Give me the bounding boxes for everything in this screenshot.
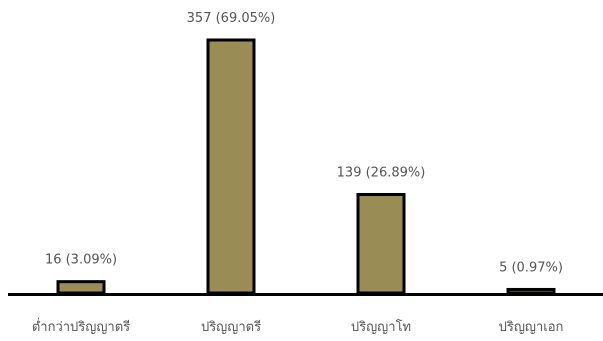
bar-0 [56,280,106,295]
bar-3 [506,287,556,295]
data-label-3: 5 (0.97%) [499,260,563,275]
x-tick-label-0: ต่ำกว่าปริญญาตรี [32,318,130,335]
bar-1 [206,38,256,295]
data-label-2: 139 (26.89%) [337,165,426,180]
x-tick-labels-layer: ต่ำกว่าปริญญาตรี ปริญญาตรี ปริญญาโท ปริญญาเ… [32,318,564,335]
x-tick-label-3: ปริญญาเอก [499,320,564,335]
x-tick-label-1: ปริญญาตรี [201,319,261,335]
bar-2 [356,192,406,295]
bars-layer [56,38,556,295]
data-labels-layer: 16 (3.09%) 357 (69.05%) 139 (26.89%) 5 (0.9… [45,11,563,275]
data-label-0: 16 (3.09%) [45,253,117,268]
x-tick-label-2: ปริญญาโท [351,319,411,335]
data-label-1: 357 (69.05%) [187,11,276,26]
